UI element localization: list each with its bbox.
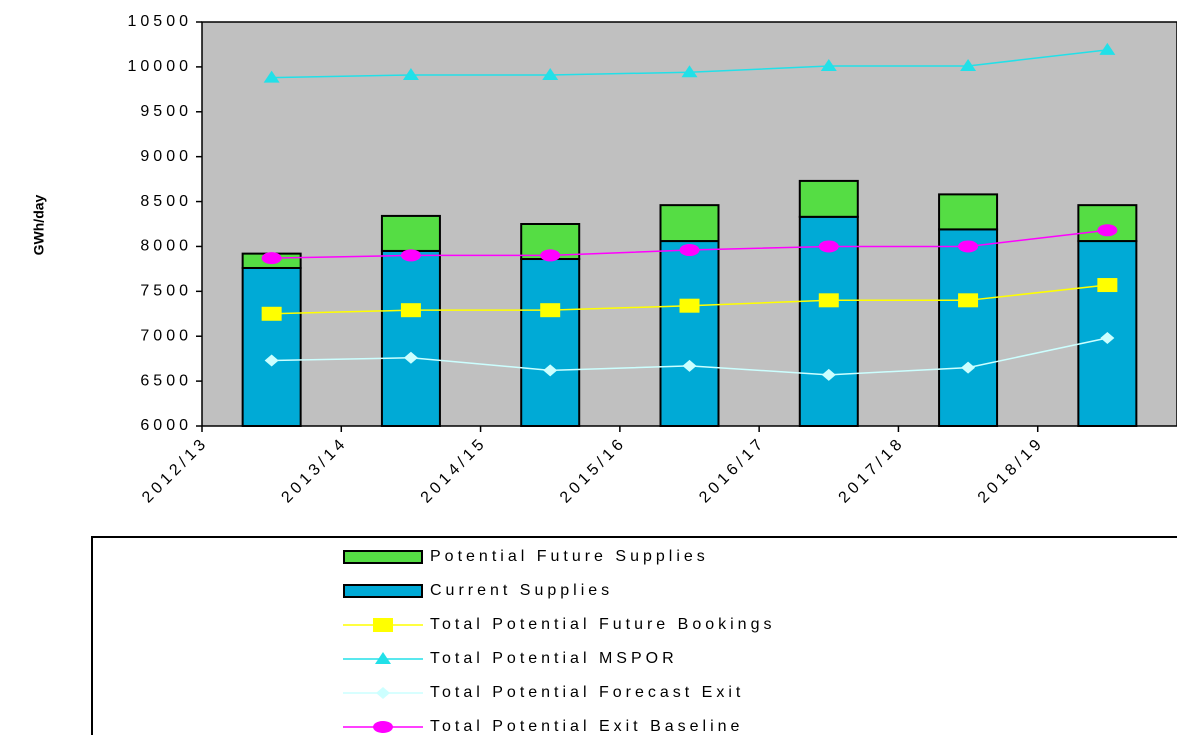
bar (380, 249, 441, 427)
y-tick-label: 7500 (140, 283, 192, 300)
marker (679, 244, 700, 257)
legend-marker (373, 721, 393, 733)
legend-label: Total Potential Forecast Exit (430, 684, 744, 701)
bar (241, 266, 302, 428)
marker (1099, 42, 1116, 55)
marker (1097, 278, 1118, 293)
legend-label: Current Supplies (430, 582, 613, 599)
y-tick-label: 7000 (140, 327, 192, 344)
y-tick-label: 8000 (140, 238, 192, 255)
y-tick-label: 10000 (128, 58, 193, 75)
legend-box (91, 536, 1177, 735)
marker (400, 303, 421, 318)
y-axis-label: GWh/day (31, 194, 47, 255)
marker (264, 354, 279, 367)
marker (403, 351, 418, 364)
x-tick-label: 2016/17 (696, 434, 769, 507)
marker (1100, 332, 1115, 345)
marker (540, 249, 561, 262)
legend-marker (376, 687, 390, 699)
bar (380, 214, 441, 252)
bar (938, 193, 999, 231)
marker (958, 293, 979, 308)
x-tick-label: 2013/14 (278, 434, 351, 507)
y-tick-label: 10500 (128, 13, 193, 30)
marker (681, 65, 698, 78)
marker (821, 368, 836, 381)
y-tick-label: 8500 (140, 193, 192, 210)
marker (402, 67, 419, 80)
y-tick-label: 6500 (140, 372, 192, 389)
y-tick-label: 6000 (140, 417, 192, 434)
marker (261, 252, 282, 265)
marker (543, 364, 558, 377)
marker (261, 306, 282, 321)
marker (263, 70, 280, 83)
bar (659, 204, 720, 243)
marker (958, 240, 979, 253)
x-tick-label: 2014/15 (418, 434, 491, 507)
legend-label: Total Potential Exit Baseline (430, 718, 743, 735)
bar (659, 240, 720, 427)
marker (400, 249, 421, 262)
legend-label: Potential Future Supplies (430, 548, 709, 565)
legend-marker (375, 652, 391, 664)
bar (798, 179, 859, 218)
legend-swatch (343, 550, 423, 564)
marker (818, 293, 839, 308)
marker (820, 58, 837, 71)
legend-label: Total Potential MSPOR (430, 650, 678, 667)
x-tick-label: 2018/19 (975, 434, 1048, 507)
bar (520, 258, 581, 427)
marker (542, 67, 559, 80)
marker (540, 303, 561, 318)
legend-swatch (343, 584, 423, 598)
x-tick-label: 2017/18 (836, 434, 909, 507)
x-tick-label: 2012/13 (139, 434, 212, 507)
marker (1097, 224, 1118, 237)
bar (938, 228, 999, 427)
x-tick-label: 2015/16 (557, 434, 630, 507)
marker (679, 298, 700, 313)
marker (682, 359, 697, 372)
y-tick-label: 9000 (140, 148, 192, 165)
marker (960, 58, 977, 71)
legend-marker (373, 618, 393, 632)
legend-label: Total Potential Future Bookings (430, 616, 775, 633)
marker (961, 361, 976, 374)
marker (818, 240, 839, 253)
y-tick-label: 9500 (140, 103, 192, 120)
